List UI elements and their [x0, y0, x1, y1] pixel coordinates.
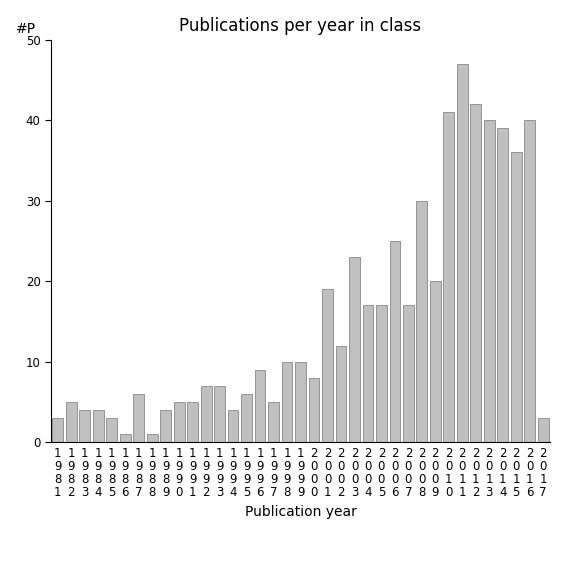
Bar [268, 402, 279, 442]
Bar [390, 241, 400, 442]
Bar [255, 370, 265, 442]
Bar [160, 410, 171, 442]
Bar [228, 410, 239, 442]
X-axis label: Publication year: Publication year [244, 505, 357, 519]
Bar [52, 418, 63, 442]
Bar [308, 378, 319, 442]
Bar [457, 64, 468, 442]
Text: #P: #P [16, 22, 36, 36]
Bar [376, 306, 387, 442]
Bar [336, 346, 346, 442]
Bar [524, 120, 535, 442]
Title: Publications per year in class: Publications per year in class [179, 18, 422, 35]
Bar [295, 362, 306, 442]
Bar [120, 434, 130, 442]
Bar [362, 306, 373, 442]
Bar [241, 394, 252, 442]
Bar [79, 410, 90, 442]
Bar [497, 128, 508, 442]
Bar [443, 112, 454, 442]
Bar [471, 104, 481, 442]
Bar [403, 306, 414, 442]
Bar [214, 386, 225, 442]
Bar [430, 281, 441, 442]
Bar [322, 289, 333, 442]
Bar [107, 418, 117, 442]
Bar [147, 434, 158, 442]
Bar [349, 257, 360, 442]
Bar [93, 410, 104, 442]
Bar [187, 402, 198, 442]
Bar [133, 394, 144, 442]
Bar [174, 402, 184, 442]
Bar [511, 153, 522, 442]
Bar [201, 386, 211, 442]
Bar [417, 201, 428, 442]
Bar [538, 418, 549, 442]
Bar [282, 362, 293, 442]
Bar [66, 402, 77, 442]
Bar [484, 120, 494, 442]
